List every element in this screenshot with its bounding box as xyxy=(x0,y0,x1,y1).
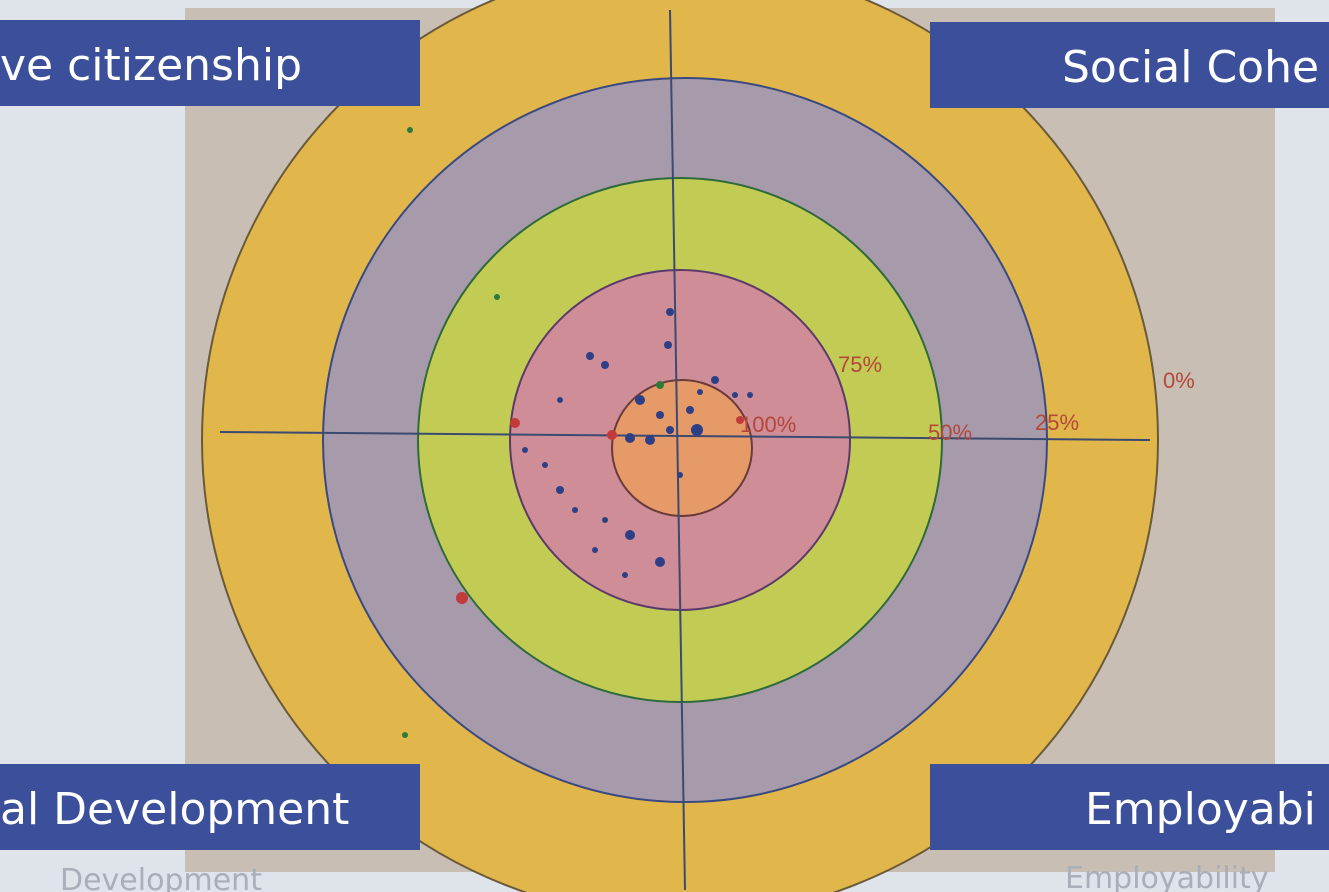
ring-label: 25% xyxy=(1035,410,1079,435)
background-text: Employability xyxy=(1065,861,1269,892)
label-box xyxy=(930,22,1329,108)
marks-red-green xyxy=(402,127,744,738)
background-text: Development xyxy=(60,863,262,892)
quadrant-label: ve citizenship xyxy=(0,40,302,91)
quadrant-label: Employabi xyxy=(1085,784,1316,835)
ring-label: 75% xyxy=(838,352,882,377)
ring-label: 50% xyxy=(928,420,972,445)
quadrant-label: Social Cohe xyxy=(1062,42,1319,93)
ring-label: 100% xyxy=(740,412,796,437)
ring-label: 0% xyxy=(1163,368,1195,393)
label-box xyxy=(0,20,420,106)
label-box xyxy=(930,764,1329,850)
ring-100 xyxy=(611,379,753,517)
label-box xyxy=(0,764,420,850)
axis-v xyxy=(669,9,686,891)
dots xyxy=(522,308,753,578)
quadrant-label: al Development xyxy=(0,784,349,835)
axis-h xyxy=(219,431,1151,441)
